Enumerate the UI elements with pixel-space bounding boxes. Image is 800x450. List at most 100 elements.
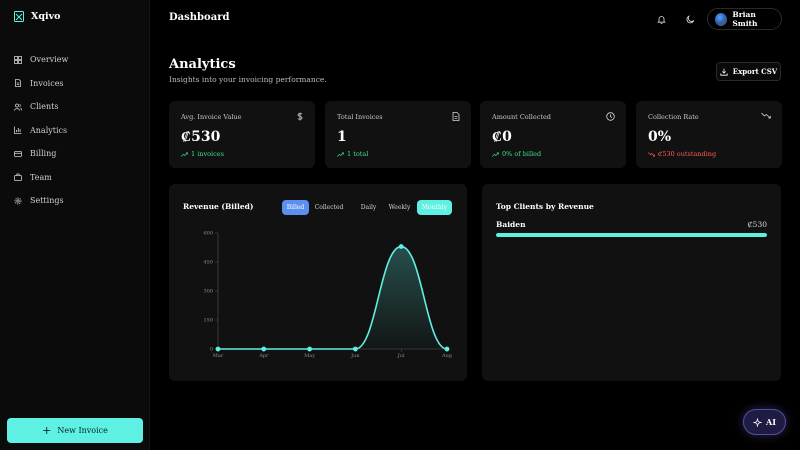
top-clients-title: Top Clients by Revenue bbox=[496, 202, 594, 211]
brand-name: Xqivo bbox=[31, 11, 61, 22]
stat-card-total-invoices: Total Invoices 1 1 total bbox=[325, 101, 471, 168]
stat-trend: 0% of billed bbox=[492, 150, 541, 158]
x-tick-label: May bbox=[304, 353, 315, 359]
revenue-area bbox=[218, 246, 447, 349]
header-title: Dashboard bbox=[169, 12, 230, 23]
brand[interactable]: Xqivo bbox=[14, 11, 60, 22]
y-tick-label: 150 bbox=[203, 318, 213, 324]
user-name: Brian Smith bbox=[732, 10, 758, 28]
toggle-weekly[interactable]: Weekly bbox=[388, 204, 411, 211]
stat-card-avg-invoice: Avg. Invoice Value ₡530 1 invoices bbox=[169, 101, 315, 168]
moon-icon bbox=[686, 14, 694, 23]
sidebar-item-label: Team bbox=[30, 172, 52, 182]
sidebar-item-label: Invoices bbox=[30, 78, 64, 88]
sidebar-nav: Overview Invoices Clients Analytics Bill… bbox=[14, 48, 138, 213]
data-point bbox=[398, 244, 404, 249]
sidebar-item-settings[interactable]: Settings bbox=[14, 189, 138, 213]
file-icon bbox=[15, 79, 21, 88]
x-tick-label: Apr bbox=[258, 353, 269, 359]
stat-trend: 1 invoices bbox=[181, 150, 224, 158]
document-icon bbox=[452, 112, 460, 121]
stat-label: Amount Collected bbox=[492, 113, 551, 121]
y-tick-label: 450 bbox=[203, 260, 213, 266]
top-clients-panel: Top Clients by Revenue Baiden ₡530 bbox=[482, 184, 781, 381]
stat-trend-text: 1 total bbox=[347, 150, 369, 158]
client-revenue-bar bbox=[496, 233, 767, 237]
x-tick-label: Mar bbox=[213, 353, 224, 359]
sidebar-item-label: Billing bbox=[30, 149, 57, 159]
data-point bbox=[307, 346, 312, 352]
stat-trend: 1 total bbox=[337, 150, 368, 158]
stat-value: ₡530 bbox=[181, 129, 221, 145]
user-menu[interactable]: Brian Smith bbox=[707, 8, 782, 30]
stat-value: 0% bbox=[648, 129, 672, 145]
bar-chart-icon bbox=[14, 126, 22, 135]
clock-icon bbox=[606, 112, 615, 121]
x-tick-label: Aug bbox=[441, 353, 453, 359]
trending-down-icon bbox=[761, 112, 771, 119]
sidebar-item-label: Settings bbox=[30, 196, 64, 206]
sparkles-icon bbox=[753, 417, 763, 427]
toggle-monthly[interactable]: Monthly bbox=[417, 200, 452, 215]
client-name: Baiden bbox=[496, 220, 526, 229]
grid-icon bbox=[14, 55, 22, 64]
sidebar-item-label: Overview bbox=[30, 55, 69, 65]
gear-icon bbox=[14, 197, 22, 205]
stat-label: Avg. Invoice Value bbox=[181, 113, 242, 121]
sidebar-item-clients[interactable]: Clients bbox=[14, 95, 138, 119]
trending-down-icon bbox=[648, 151, 655, 157]
stat-trend-text: 1 invoices bbox=[191, 150, 224, 158]
x-tick-label: Jul bbox=[397, 353, 405, 359]
toggle-billed[interactable]: Billed bbox=[282, 200, 309, 215]
sidebar-item-analytics[interactable]: Analytics bbox=[14, 119, 138, 143]
x-tick-label: Jun bbox=[350, 353, 360, 359]
data-point bbox=[215, 346, 221, 352]
toggle-collected[interactable]: Collected bbox=[314, 204, 344, 211]
page-subtitle: Insights into your invoicing performance… bbox=[169, 75, 327, 84]
toggle-daily[interactable]: Daily bbox=[360, 204, 377, 211]
logo-icon bbox=[14, 11, 24, 22]
stat-card-collection-rate: Collection Rate 0% ₡530 outstanding bbox=[636, 101, 782, 168]
y-tick-label: 600 bbox=[203, 231, 213, 237]
sidebar: Xqivo Overview Invoices Clients Analytic… bbox=[0, 0, 150, 450]
sidebar-item-label: Clients bbox=[30, 102, 59, 112]
bell-icon bbox=[656, 15, 666, 24]
new-invoice-label: New Invoice bbox=[57, 426, 108, 435]
notifications-button[interactable] bbox=[654, 12, 668, 26]
sidebar-item-overview[interactable]: Overview bbox=[14, 48, 138, 72]
sidebar-item-invoices[interactable]: Invoices bbox=[14, 72, 138, 96]
sidebar-item-billing[interactable]: Billing bbox=[14, 142, 138, 166]
trending-up-icon bbox=[337, 151, 344, 157]
client-revenue-bar-fill bbox=[496, 233, 767, 237]
dollar-icon bbox=[297, 112, 303, 121]
export-csv-label: Export CSV bbox=[732, 67, 778, 76]
users-icon bbox=[14, 103, 22, 111]
page-title: Analytics bbox=[169, 57, 236, 72]
sidebar-item-team[interactable]: Team bbox=[14, 166, 138, 190]
new-invoice-button[interactable]: + New Invoice bbox=[7, 418, 143, 443]
revenue-title: Revenue (Billed) bbox=[183, 202, 254, 211]
plus-icon: + bbox=[42, 424, 52, 437]
stat-label: Collection Rate bbox=[648, 113, 699, 121]
data-point bbox=[444, 346, 450, 352]
export-csv-button[interactable]: Export CSV bbox=[716, 62, 781, 81]
trending-up-icon bbox=[492, 151, 499, 157]
y-tick-label: 300 bbox=[203, 289, 213, 295]
avatar bbox=[715, 12, 728, 26]
sidebar-item-label: Analytics bbox=[30, 125, 68, 135]
stat-trend-text: 0% of billed bbox=[502, 150, 542, 158]
stat-trend-text: ₡530 outstanding bbox=[658, 150, 717, 158]
team-icon bbox=[14, 173, 22, 182]
data-point bbox=[353, 346, 358, 352]
ai-label: AI bbox=[766, 417, 776, 427]
stat-value: ₡0 bbox=[492, 129, 512, 145]
stat-value: 1 bbox=[337, 129, 347, 145]
trending-up-icon bbox=[181, 151, 188, 157]
stat-label: Total Invoices bbox=[337, 113, 383, 121]
data-point bbox=[261, 346, 267, 352]
theme-toggle-button[interactable] bbox=[683, 12, 697, 26]
stat-trend: ₡530 outstanding bbox=[648, 150, 716, 158]
credit-card-icon bbox=[14, 150, 22, 157]
ai-assistant-button[interactable]: AI bbox=[743, 409, 786, 435]
